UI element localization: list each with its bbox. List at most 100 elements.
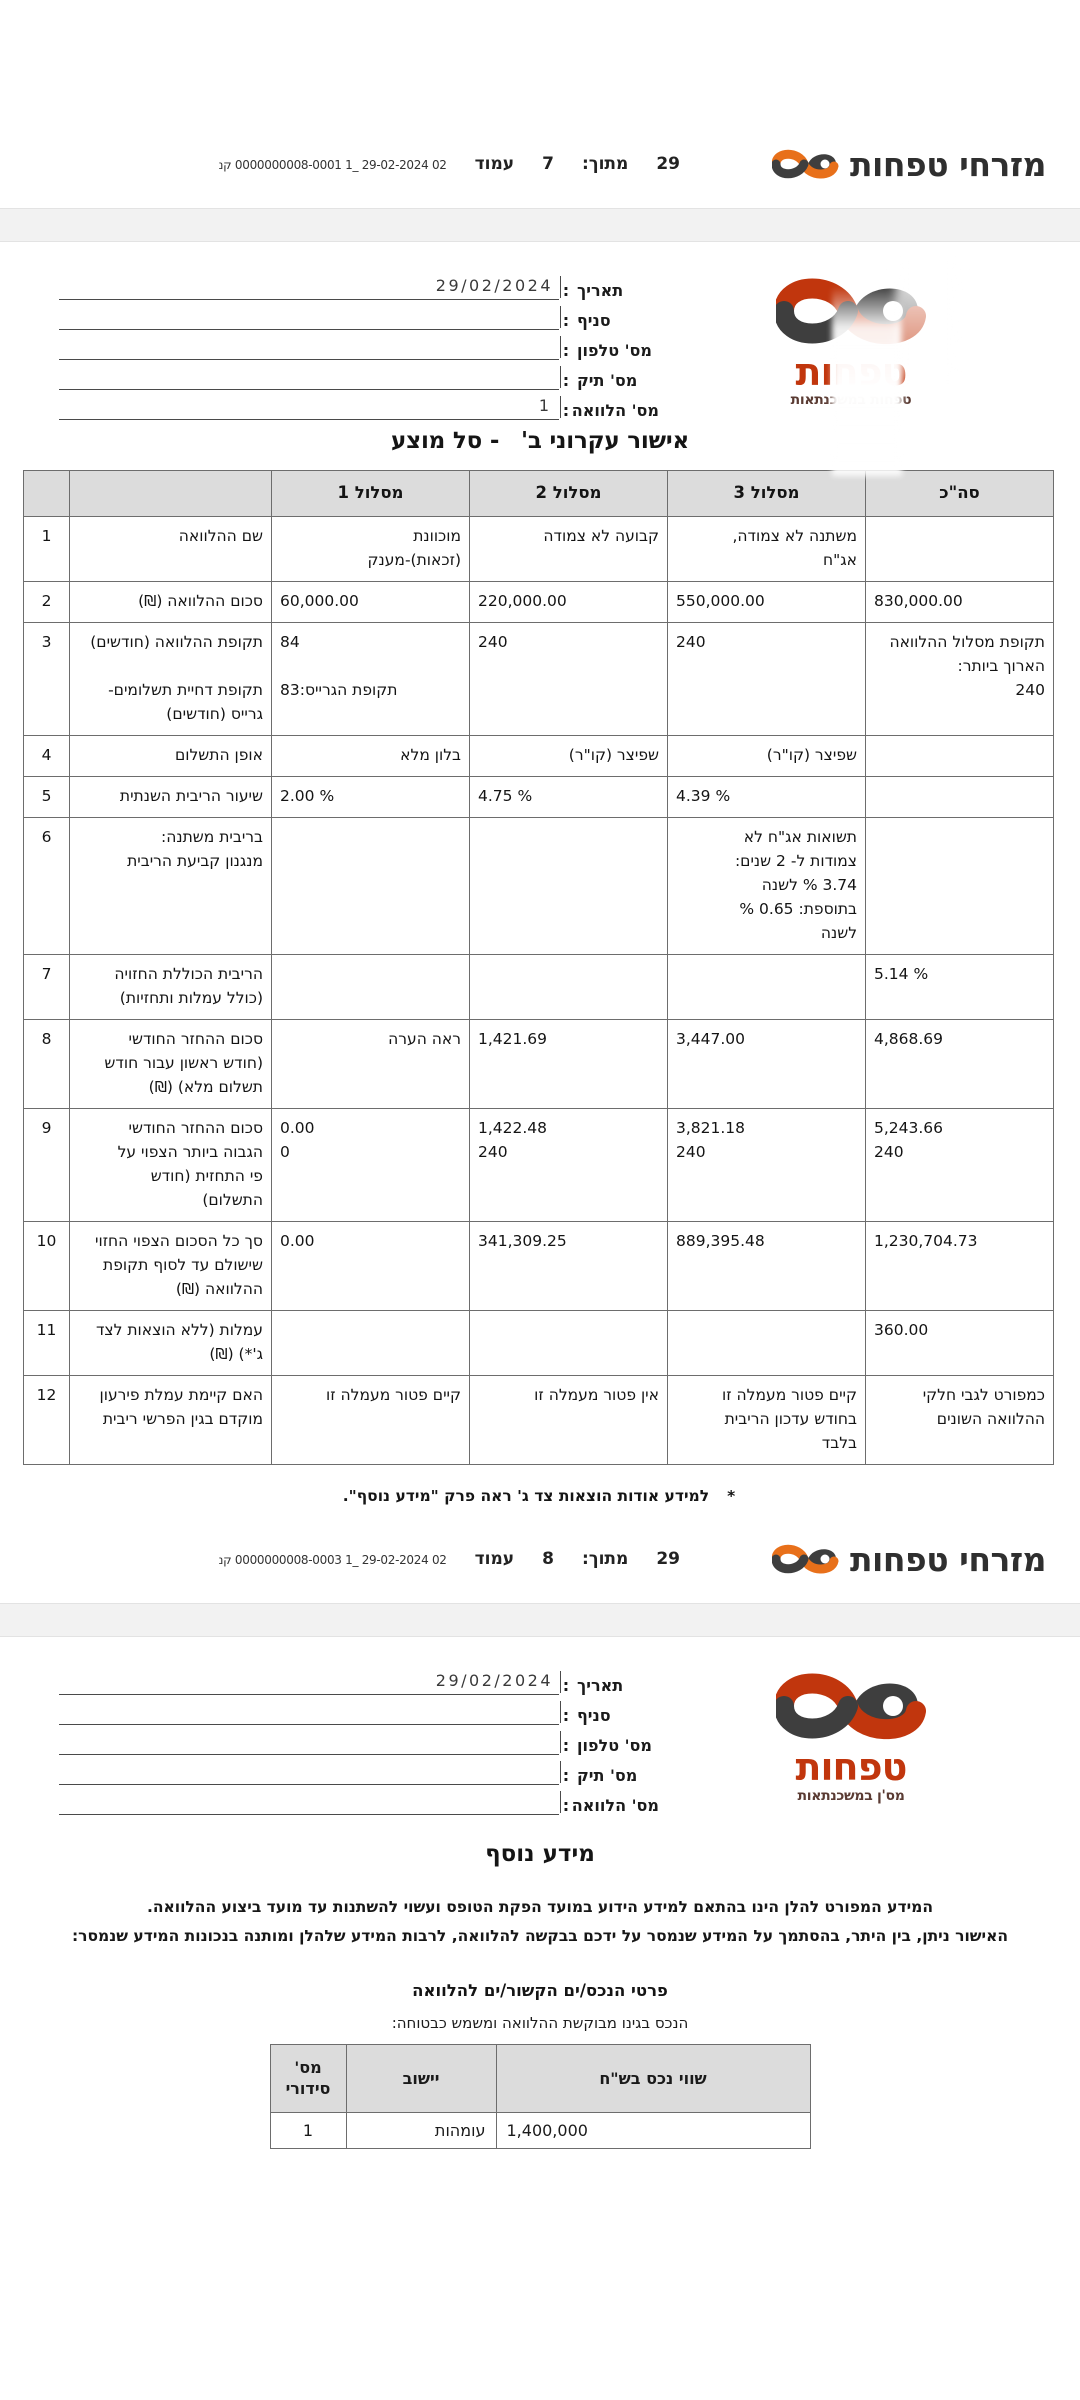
cell-track-1: 2.00 % xyxy=(271,776,470,819)
column-header-serial: מס' סידורי xyxy=(269,2043,347,2113)
field-value-branch xyxy=(59,1701,561,1726)
cell-row-label: האם קיימת עמלת פירעון מוקדם בגין הפרשי רי… xyxy=(69,1375,272,1466)
footnote-text: למידע אודות הוצאות צד ג' ראה פרק "מידע נ… xyxy=(342,1487,710,1506)
cell-row-index: 3 xyxy=(23,622,70,737)
infinity-logo-icon xyxy=(772,144,840,184)
table-row: כמפורט לגבי חלקי ההלוואה השונים קיים פטור… xyxy=(23,1375,1054,1466)
field-value-phone xyxy=(59,336,561,360)
cell-city: עומהות xyxy=(345,2111,497,2149)
cell-total xyxy=(865,735,1054,778)
loan-tracks-table: סה"כ מסלול 3 מסלול 2 מסלול 1 משתנה לא צמ… xyxy=(23,470,1054,1466)
disclaimer-line-2: האישור ניתן, בין היתר, בהסתמך על המידע ש… xyxy=(71,1927,1009,1946)
cell-total xyxy=(865,515,1054,583)
cell-row-label: הריבית הכוללת החזויה (כולל עמלות ותחזיות) xyxy=(69,954,272,1021)
cell-track-1: 84 תקופת הגרייס:83 xyxy=(271,622,470,737)
top-whitespace xyxy=(0,0,1080,120)
cell-total: 5,243.66 240 xyxy=(865,1108,1054,1223)
cell-track-2: 4.75 % xyxy=(469,776,668,819)
cell-row-index: 12 xyxy=(23,1375,70,1466)
cell-track-2: 220,000.00 xyxy=(469,581,668,624)
cell-track-2: 1,421.69 xyxy=(469,1019,668,1110)
column-header-track-1: מסלול 1 xyxy=(271,470,470,517)
logo-word-text: טפחות xyxy=(795,1745,908,1790)
page-label: עמוד xyxy=(474,1549,515,1570)
column-header-city: יישוב xyxy=(345,2043,497,2113)
logo-subtitle-text: טפחות במשכנתאות xyxy=(790,392,912,409)
page-separator-1 xyxy=(0,208,1080,242)
cell-row-index: 4 xyxy=(23,735,70,778)
field-value-date: 29/02/2024 xyxy=(59,1671,561,1696)
table-row: תשואות אג"ח לא צמודות ל- 2 שנים: 3.74 % לש… xyxy=(23,817,1054,956)
cell-row-index: 2 xyxy=(23,581,70,624)
document-page-8: תאריך : 29/02/2024 סניף : מס' טלפון : מס… xyxy=(0,1637,1080,2165)
cell-track-1 xyxy=(271,1310,470,1377)
cell-track-3: 3,821.18 240 xyxy=(667,1108,866,1223)
field-row-phone-1: מס' טלפון : xyxy=(59,332,659,360)
table-row: 4.39 % 4.75 % 2.00 % שיעור הריבית השנתית… xyxy=(23,776,1054,819)
cell-track-2 xyxy=(469,817,668,956)
cell-row-label: שיעור הריבית השנתית xyxy=(69,776,272,819)
cell-row-index: 6 xyxy=(23,817,70,956)
field-colon: : xyxy=(562,1736,570,1756)
third-party-costs-footnote: * למידע אודות הוצאות צד ג' ראה פרק "מידע … xyxy=(24,1487,1054,1505)
column-header-total: סה"כ xyxy=(865,470,1054,517)
of-label: מתוך: xyxy=(581,154,629,174)
footnote-asterisk: * xyxy=(727,1487,736,1506)
field-value-loan-number: 1 xyxy=(59,396,561,420)
field-row-branch-1: סניף : xyxy=(59,302,659,330)
header-fields-1: תאריך : 29/02/2024 סניף : מס' טלפון : מס… xyxy=(59,268,659,420)
assets-table-body: 1,400,000 עומהות 1 xyxy=(269,2111,811,2149)
column-header-track-2: מסלול 2 xyxy=(469,470,668,517)
cell-track-1: ראה הערה xyxy=(271,1019,470,1110)
cell-row-label: בריבית משתנה: מנגנון קביעת הריבית xyxy=(69,817,272,956)
infinity-logo-icon-large xyxy=(774,1663,926,1753)
column-header-label xyxy=(69,470,272,517)
cell-total xyxy=(865,776,1054,819)
field-label-branch: סניף xyxy=(577,1706,611,1726)
cell-row-index: 8 xyxy=(23,1019,70,1110)
field-row-date-1: תאריך : 29/02/2024 xyxy=(59,272,659,300)
field-label-date: תאריך xyxy=(577,281,624,300)
field-row-phone-2: מס' טלפון : xyxy=(59,1727,659,1756)
field-label-phone: מס' טלפון xyxy=(577,1736,652,1756)
total-pages-value: 29 xyxy=(656,154,680,174)
cell-row-index: 9 xyxy=(23,1108,70,1223)
running-header-page-8: מזרחי טפחות 29 מתוך: 8 עמוד 02 29-02-202… xyxy=(0,1515,1080,1604)
cell-track-3: 550,000.00 xyxy=(667,581,866,624)
field-row-file-2: מס' תיק : xyxy=(59,1757,659,1786)
column-header-index xyxy=(23,470,70,517)
cell-track-3: 4.39 % xyxy=(667,776,866,819)
field-label-file-number: מס' תיק xyxy=(577,371,638,390)
field-value-date: 29/02/2024 xyxy=(59,276,561,300)
cell-total: תקופת מסלול ההלוואה הארוך ביותר: 240 xyxy=(865,622,1054,737)
page-title-suffix: - סל מוצע xyxy=(391,428,500,454)
bottom-spacer xyxy=(26,2149,1054,2155)
table-row: 5,243.66 240 3,821.18 240 1,422.48 240 0.00… xyxy=(23,1108,1054,1223)
field-colon: : xyxy=(562,1676,570,1696)
cell-track-2: שפיצר (קו"ר) xyxy=(469,735,668,778)
page-separator-2 xyxy=(0,1603,1080,1638)
cell-row-index: 7 xyxy=(23,954,70,1021)
cell-asset-value: 1,400,000 xyxy=(495,2111,811,2149)
cell-track-3: 240 xyxy=(667,622,866,737)
table-row: שפיצר (קו"ר) שפיצר (קו"ר) בלון מלא אופן … xyxy=(23,735,1054,778)
cell-total: 830,000.00 xyxy=(865,581,1054,624)
cell-track-3: תשואות אג"ח לא צמודות ל- 2 שנים: 3.74 % לש… xyxy=(667,817,866,956)
cell-track-1 xyxy=(271,817,470,956)
field-row-loan-1: מס' הלוואה : 1 xyxy=(59,392,659,420)
cell-track-2: 1,422.48 240 xyxy=(469,1108,668,1223)
document-page-7: תאריך : 29/02/2024 סניף : מס' טלפון : מס… xyxy=(0,242,1080,1516)
cell-total xyxy=(865,817,1054,956)
cell-track-1 xyxy=(271,954,470,1021)
table-row: 4,868.69 3,447.00 1,421.69 ראה הערה סכום… xyxy=(23,1019,1054,1110)
cell-track-2: קבועה לא צמודה xyxy=(469,515,668,583)
section-title-additional-info: מידע נוסף xyxy=(485,1841,595,1868)
property-assets-table: שווי נכס בש"ח יישוב מס' סידורי 1,400,000 … xyxy=(269,2043,811,2149)
field-colon: : xyxy=(562,1706,570,1726)
column-header-track-3: מסלול 3 xyxy=(667,470,866,517)
field-colon: : xyxy=(562,401,570,420)
page-title-main: אישור עקרוני ב' xyxy=(513,428,689,454)
cell-total: 5.14 % xyxy=(865,954,1054,1021)
cell-row-label: סכום ההלוואה (₪) xyxy=(69,581,272,624)
field-value-file-number xyxy=(59,1761,561,1786)
